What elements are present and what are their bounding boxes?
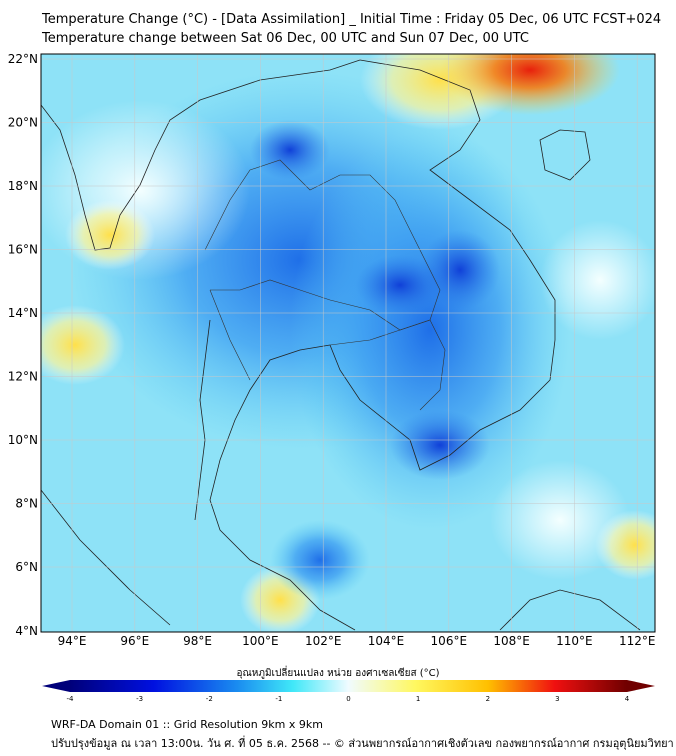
lon-label: 110°E [556, 634, 593, 648]
lon-label: 98°E [183, 634, 212, 648]
colorbar-gradient [70, 680, 627, 692]
temperature-field [41, 54, 655, 632]
colorbar-tick: -1 [275, 695, 282, 703]
lon-label: 100°E [242, 634, 279, 648]
footer-model-info: WRF-DA Domain 01 :: Grid Resolution 9km … [51, 718, 323, 731]
latitude-labels: 22°N 20°N 18°N 16°N 14°N 12°N 10°N 8°N 6… [8, 52, 38, 638]
colorbar-max-arrow [627, 680, 655, 692]
map-frame [40, 53, 656, 633]
colorbar-label: อุณหภูมิเปลี่ยนแปลง หน่วย องศาเซลเซียส (… [236, 668, 440, 679]
longitude-labels: 94°E 96°E 98°E 100°E 102°E 104°E 106°E 1… [58, 634, 656, 648]
lat-label: 16°N [8, 243, 38, 257]
gridlines [41, 54, 655, 632]
colorbar-tick: -3 [136, 695, 143, 703]
lat-label: 4°N [15, 624, 38, 638]
colorbar-tick: 0 [346, 695, 350, 703]
colorbar: -4 -3 -2 -1 0 1 2 3 4 [42, 680, 655, 703]
coastlines [41, 59, 641, 631]
lat-label: 22°N [8, 52, 38, 66]
lon-label: 96°E [120, 634, 149, 648]
lon-label: 106°E [431, 634, 468, 648]
lon-label: 104°E [368, 634, 405, 648]
lat-label: 10°N [8, 433, 38, 447]
lat-label: 8°N [15, 497, 38, 511]
lat-label: 18°N [8, 179, 38, 193]
lon-label: 102°E [305, 634, 342, 648]
lat-label: 6°N [15, 560, 38, 574]
lat-label: 20°N [8, 116, 38, 130]
lon-label: 112°E [619, 634, 656, 648]
colorbar-min-arrow [42, 680, 70, 692]
colorbar-tick: 1 [416, 695, 420, 703]
colorbar-tick: -2 [206, 695, 213, 703]
chart-title: Temperature Change (°C) - [Data Assimila… [42, 12, 662, 27]
borders [204, 159, 446, 411]
lat-label: 14°N [8, 306, 38, 320]
footer-update-info: ปรับปรุงข้อมูล ณ เวลา 13:00น. วัน ศ. ที่… [51, 737, 674, 750]
chart-subtitle: Temperature change between Sat 06 Dec, 0… [42, 31, 529, 46]
colorbar-tick: 4 [625, 695, 630, 703]
lon-label: 108°E [493, 634, 530, 648]
lon-label: 94°E [58, 634, 87, 648]
colorbar-tick: -4 [67, 695, 75, 703]
colorbar-tick: 3 [555, 695, 559, 703]
colorbar-tick: 2 [486, 695, 490, 703]
lat-label: 12°N [8, 370, 38, 384]
